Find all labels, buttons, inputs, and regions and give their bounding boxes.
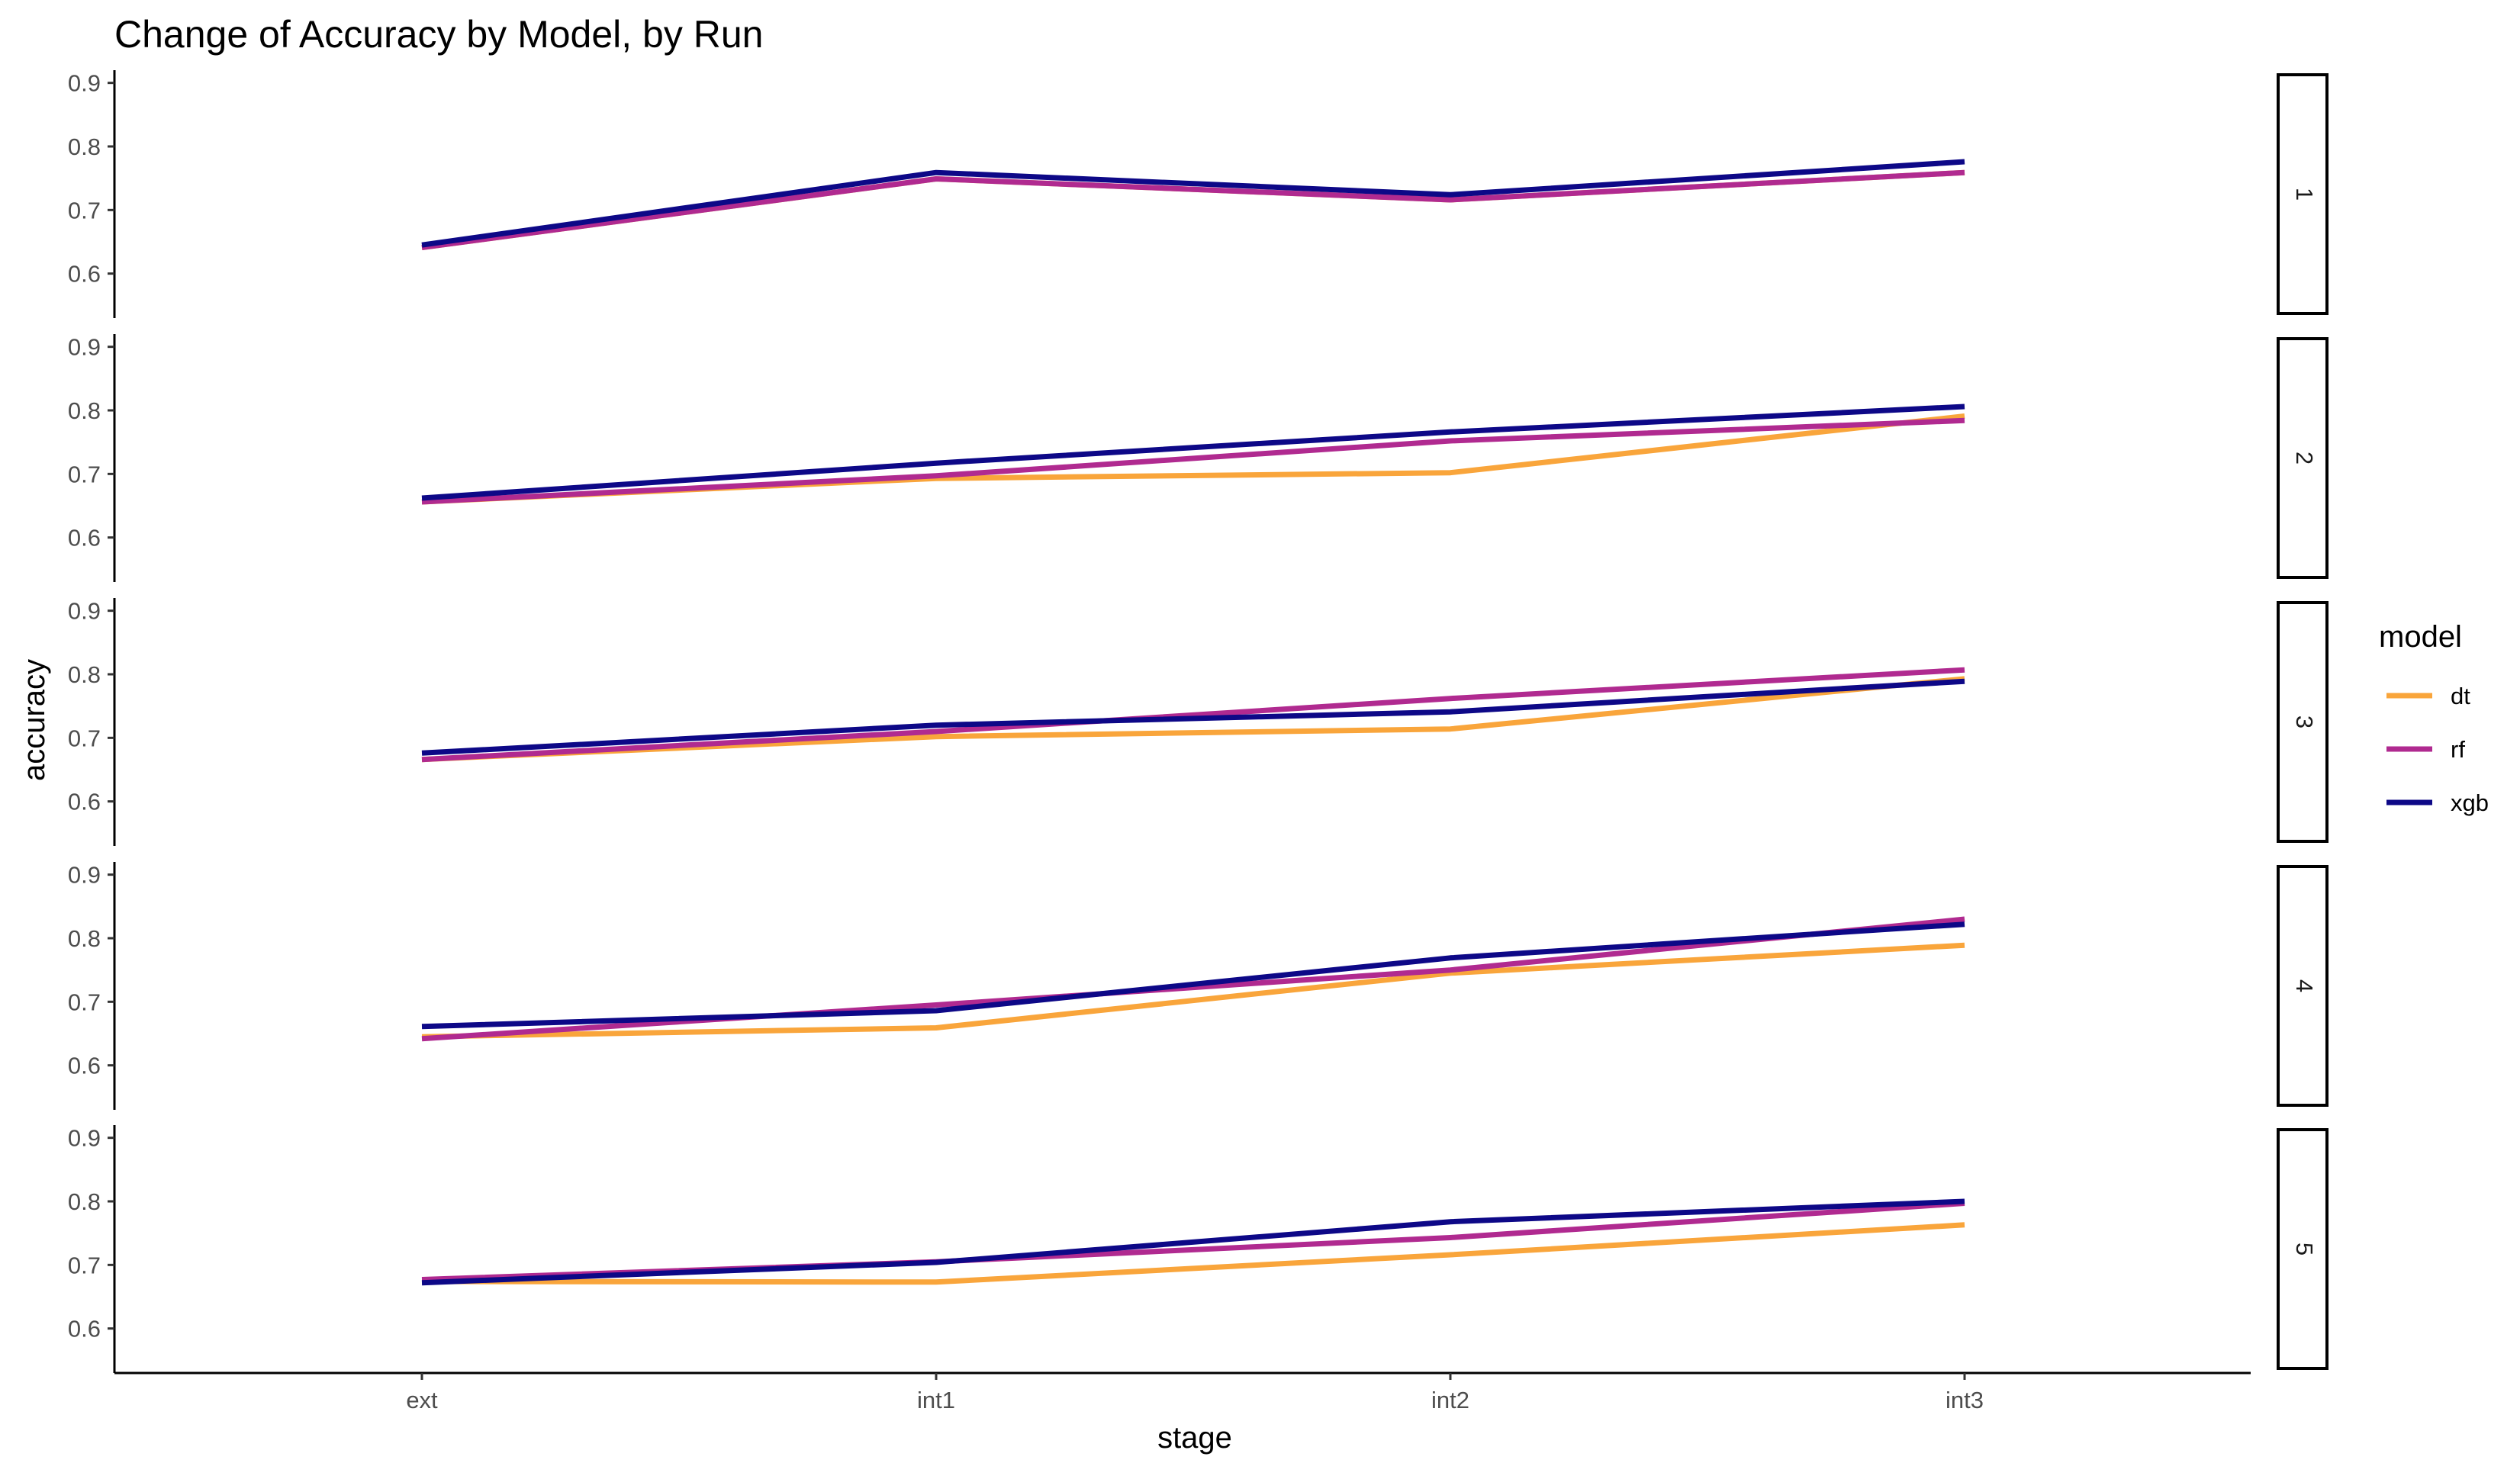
- x-tick-label: ext: [406, 1387, 438, 1413]
- series-line-xgb: [421, 678, 1965, 756]
- series-line-rf: [421, 916, 1965, 1042]
- series-line-rf: [421, 169, 1965, 250]
- y-tick-label: 0.8: [68, 397, 101, 424]
- y-tick-label: 0.6: [68, 1053, 101, 1079]
- legend-label: dt: [2451, 683, 2470, 709]
- chart-title: Change of Accuracy by Model, by Run: [114, 13, 763, 56]
- facet-panels: 0.60.70.80.910.60.70.80.920.60.70.80.930…: [68, 70, 2329, 1373]
- facet-strip-3: 3: [2277, 601, 2329, 843]
- legend-title: model: [2379, 620, 2462, 654]
- facet-strip-label: 1: [2291, 188, 2318, 201]
- series-line-xgb: [421, 921, 1965, 1030]
- facet-strip-5: 5: [2277, 1128, 2329, 1370]
- facet-strip-box: [2277, 601, 2329, 843]
- facet-strip-box: [2277, 337, 2329, 579]
- y-tick-label: 0.7: [68, 461, 101, 487]
- legend: model dt rf xgb: [2379, 620, 2489, 816]
- facet-panel-1: 0.6 0.7 0.8 0.9 1: [68, 70, 2329, 318]
- facet-panel-2: 0.6 0.7 0.8 0.9 2: [68, 334, 2329, 582]
- facet-strip-box: [2277, 865, 2329, 1107]
- series-line-rf: [421, 667, 1965, 763]
- y-tick-label: 0.6: [68, 1316, 101, 1342]
- x-tick-label: int2: [1431, 1387, 1469, 1413]
- series-line-rf: [421, 417, 1965, 505]
- series-line-xgb: [421, 1198, 1965, 1286]
- y-tick-label: 0.9: [68, 334, 101, 361]
- y-axis-title: accuracy: [18, 659, 51, 781]
- facet-strip-1: 1: [2277, 73, 2329, 315]
- legend-item-dt: dt: [2386, 683, 2470, 709]
- y-tick-label: 0.9: [68, 598, 101, 625]
- y-tick-label: 0.9: [68, 862, 101, 889]
- y-tick-label: 0.8: [68, 1188, 101, 1215]
- x-tick-label: int1: [917, 1387, 955, 1413]
- y-tick-label: 0.9: [68, 70, 101, 97]
- facet-strip-2: 2: [2277, 337, 2329, 579]
- facet-strip-label: 3: [2291, 715, 2318, 728]
- y-tick-label: 0.6: [68, 789, 101, 815]
- legend-label: xgb: [2451, 789, 2489, 816]
- y-tick-label: 0.7: [68, 197, 101, 223]
- facet-panel-3: 0.6 0.7 0.8 0.9 3: [68, 598, 2329, 846]
- facet-strip-box: [2277, 73, 2329, 315]
- y-tick-label: 0.9: [68, 1125, 101, 1152]
- facet-strip-label: 5: [2291, 1243, 2318, 1256]
- facet-strip-label: 4: [2291, 979, 2318, 992]
- facet-strip-box: [2277, 1128, 2329, 1370]
- x-axis-title: stage: [1157, 1421, 1232, 1455]
- y-tick-label: 0.8: [68, 925, 101, 952]
- y-tick-label: 0.6: [68, 525, 101, 551]
- y-tick-label: 0.7: [68, 725, 101, 751]
- x-axis: ext int1 int2 int3: [114, 1371, 2251, 1413]
- series-line-dt: [421, 1222, 1965, 1285]
- y-tick-label: 0.6: [68, 261, 101, 288]
- facet-panel-5: 0.6 0.7 0.8 0.9 5: [68, 1125, 2329, 1373]
- x-tick-label: int3: [1946, 1387, 1984, 1413]
- series-line-dt: [421, 942, 1965, 1040]
- series-line-xgb: [421, 159, 1965, 248]
- y-tick-label: 0.8: [68, 133, 101, 160]
- legend-label: rf: [2451, 736, 2465, 763]
- legend-item-xgb: xgb: [2386, 789, 2489, 816]
- y-tick-label: 0.8: [68, 661, 101, 688]
- facet-strip-4: 4: [2277, 865, 2329, 1107]
- series-line-xgb: [421, 404, 1965, 501]
- facet-panel-4: 0.6 0.7 0.8 0.9 4: [68, 862, 2329, 1110]
- y-tick-label: 0.7: [68, 989, 101, 1015]
- y-tick-label: 0.7: [68, 1252, 101, 1278]
- facet-strip-label: 2: [2291, 452, 2318, 465]
- legend-item-rf: rf: [2386, 736, 2465, 763]
